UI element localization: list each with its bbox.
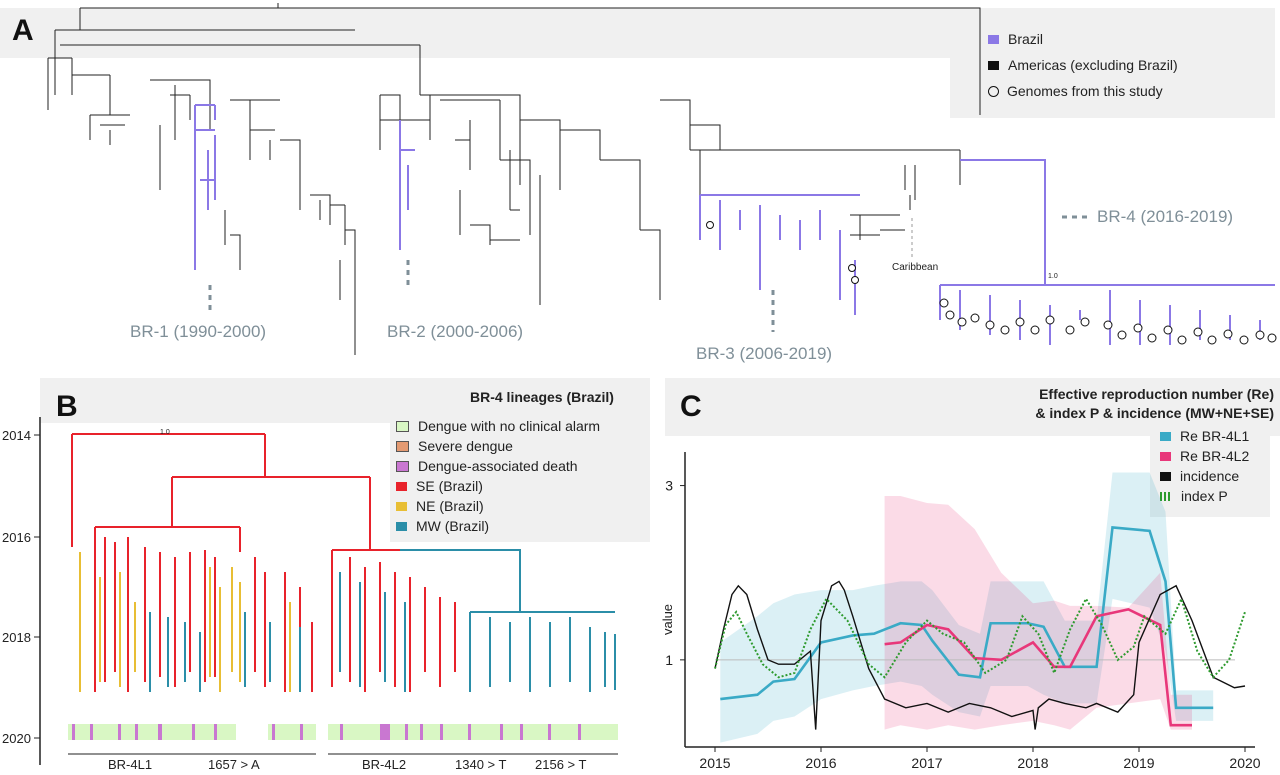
panel-b: B BR-4 lineages (Brazil) Dengue with no … <box>0 372 650 775</box>
panel-c: C Effective reproduction number (Re) & i… <box>660 372 1280 775</box>
panel-c-legend-entries: Re BR-4L1 Re BR-4L2 incidence index P <box>1160 426 1249 506</box>
year-2020: 2020 <box>2 731 31 746</box>
panel-b-legend <box>390 402 650 542</box>
lineage-br4-label: BR-4 (2016-2019) <box>1097 207 1234 226</box>
panel-c-title-line2: & index P & incidence (MW+NE+SE) <box>1035 405 1274 421</box>
lineage-br1-label: BR-1 (1990-2000) <box>130 322 267 341</box>
panel-a-letter: A <box>12 14 34 47</box>
incidence-line <box>714 580 1246 730</box>
panel-b-title: BR-4 lineages (Brazil) <box>470 389 614 405</box>
legend-re-br4l2: Re BR-4L2 <box>1160 446 1249 466</box>
x-tick-label-2020: 2020 <box>1229 755 1260 771</box>
legend-se: SE (Brazil) <box>396 476 600 496</box>
year-2014: 2014 <box>2 428 31 443</box>
re-br-4l1-ci-band <box>720 472 1214 743</box>
phylogenetic-tree-b <box>68 433 618 755</box>
year-2018: 2018 <box>2 630 31 645</box>
x-tick-label-2016: 2016 <box>805 755 836 771</box>
mutation-1340-label: 1340 > T <box>455 757 507 772</box>
re-br4l1-swatch <box>1160 431 1171 441</box>
legend-incidence: incidence <box>1160 466 1249 486</box>
index-p-swatch <box>1160 491 1172 501</box>
mutation-2156-label: 2156 > T <box>535 757 587 772</box>
re-br-4l1-line <box>720 525 1214 710</box>
year-2016: 2016 <box>2 530 31 545</box>
support-value-a: 1.0 <box>1048 273 1058 280</box>
time-axis-b <box>34 417 41 765</box>
legend-index-p: index P <box>1160 486 1249 506</box>
lineage-br2-label: BR-2 (2000-2006) <box>387 322 524 341</box>
legend-death: Dengue-associated death <box>396 456 600 476</box>
y-axis-label: value <box>660 603 676 636</box>
y-tick-label-1: 1 <box>665 652 673 668</box>
panel-c-letter: C <box>680 390 702 423</box>
mutation-1657-label: 1657 > A <box>208 757 260 772</box>
incidence-swatch <box>1160 471 1171 481</box>
brazil-swatch <box>988 34 999 44</box>
x-tick-label-2015: 2015 <box>699 755 730 771</box>
legend-genomes: Genomes from this study <box>988 78 1178 104</box>
panel-a-legend-entries: Brazil Americas (excluding Brazil) Genom… <box>988 26 1178 104</box>
re-br4l2-swatch <box>1160 451 1171 461</box>
panel-b-legend-entries: Dengue with no clinical alarm Severe den… <box>396 416 600 536</box>
legend-americas: Americas (excluding Brazil) <box>988 52 1178 78</box>
legend-ne: NE (Brazil) <box>396 496 600 516</box>
legend-mw: MW (Brazil) <box>396 516 600 536</box>
legend-severe: Severe dengue <box>396 436 600 456</box>
mw-swatch <box>396 521 407 531</box>
americas-swatch <box>988 60 999 70</box>
lineage-br4l1-label: BR-4L1 <box>108 757 153 772</box>
death-swatch <box>396 460 409 472</box>
x-tick-label-2017: 2017 <box>911 755 942 771</box>
legend-no-alarm: Dengue with no clinical alarm <box>396 416 600 436</box>
panel-b-letter: B <box>56 390 78 423</box>
lineage-br4l2-label: BR-4L2 <box>362 757 407 772</box>
support-value-b: 1.0 <box>160 429 170 436</box>
re-br-4l2-ci-band <box>884 496 1192 730</box>
phylogenetic-tree-a <box>47 3 1277 355</box>
lineage-br3-label: BR-3 (2006-2019) <box>696 344 833 363</box>
panel-a-legend <box>950 20 1275 118</box>
legend-re-br4l1: Re BR-4L1 <box>1160 426 1249 446</box>
severe-swatch <box>396 440 409 452</box>
y-tick-label-3: 3 <box>665 478 673 494</box>
caribbean-label: Caribbean <box>892 262 939 273</box>
se-swatch <box>396 481 407 491</box>
panel-c-title-line1: Effective reproduction number (Re) <box>1039 386 1274 402</box>
x-tick-label-2019: 2019 <box>1123 755 1154 771</box>
legend-brazil: Brazil <box>988 26 1178 52</box>
genomes-circle-icon <box>988 85 999 97</box>
no-alarm-swatch <box>396 420 409 432</box>
x-tick-label-2018: 2018 <box>1017 755 1048 771</box>
index-p-line <box>714 596 1246 679</box>
ne-swatch <box>396 501 407 511</box>
re-chart: 2015 2016 2017 2018 2019 2020 1 3 <box>665 452 1261 771</box>
panel-a: A Brazil Americas (excluding Brazil) Gen… <box>0 0 1280 365</box>
re-br-4l2-line <box>884 607 1192 727</box>
